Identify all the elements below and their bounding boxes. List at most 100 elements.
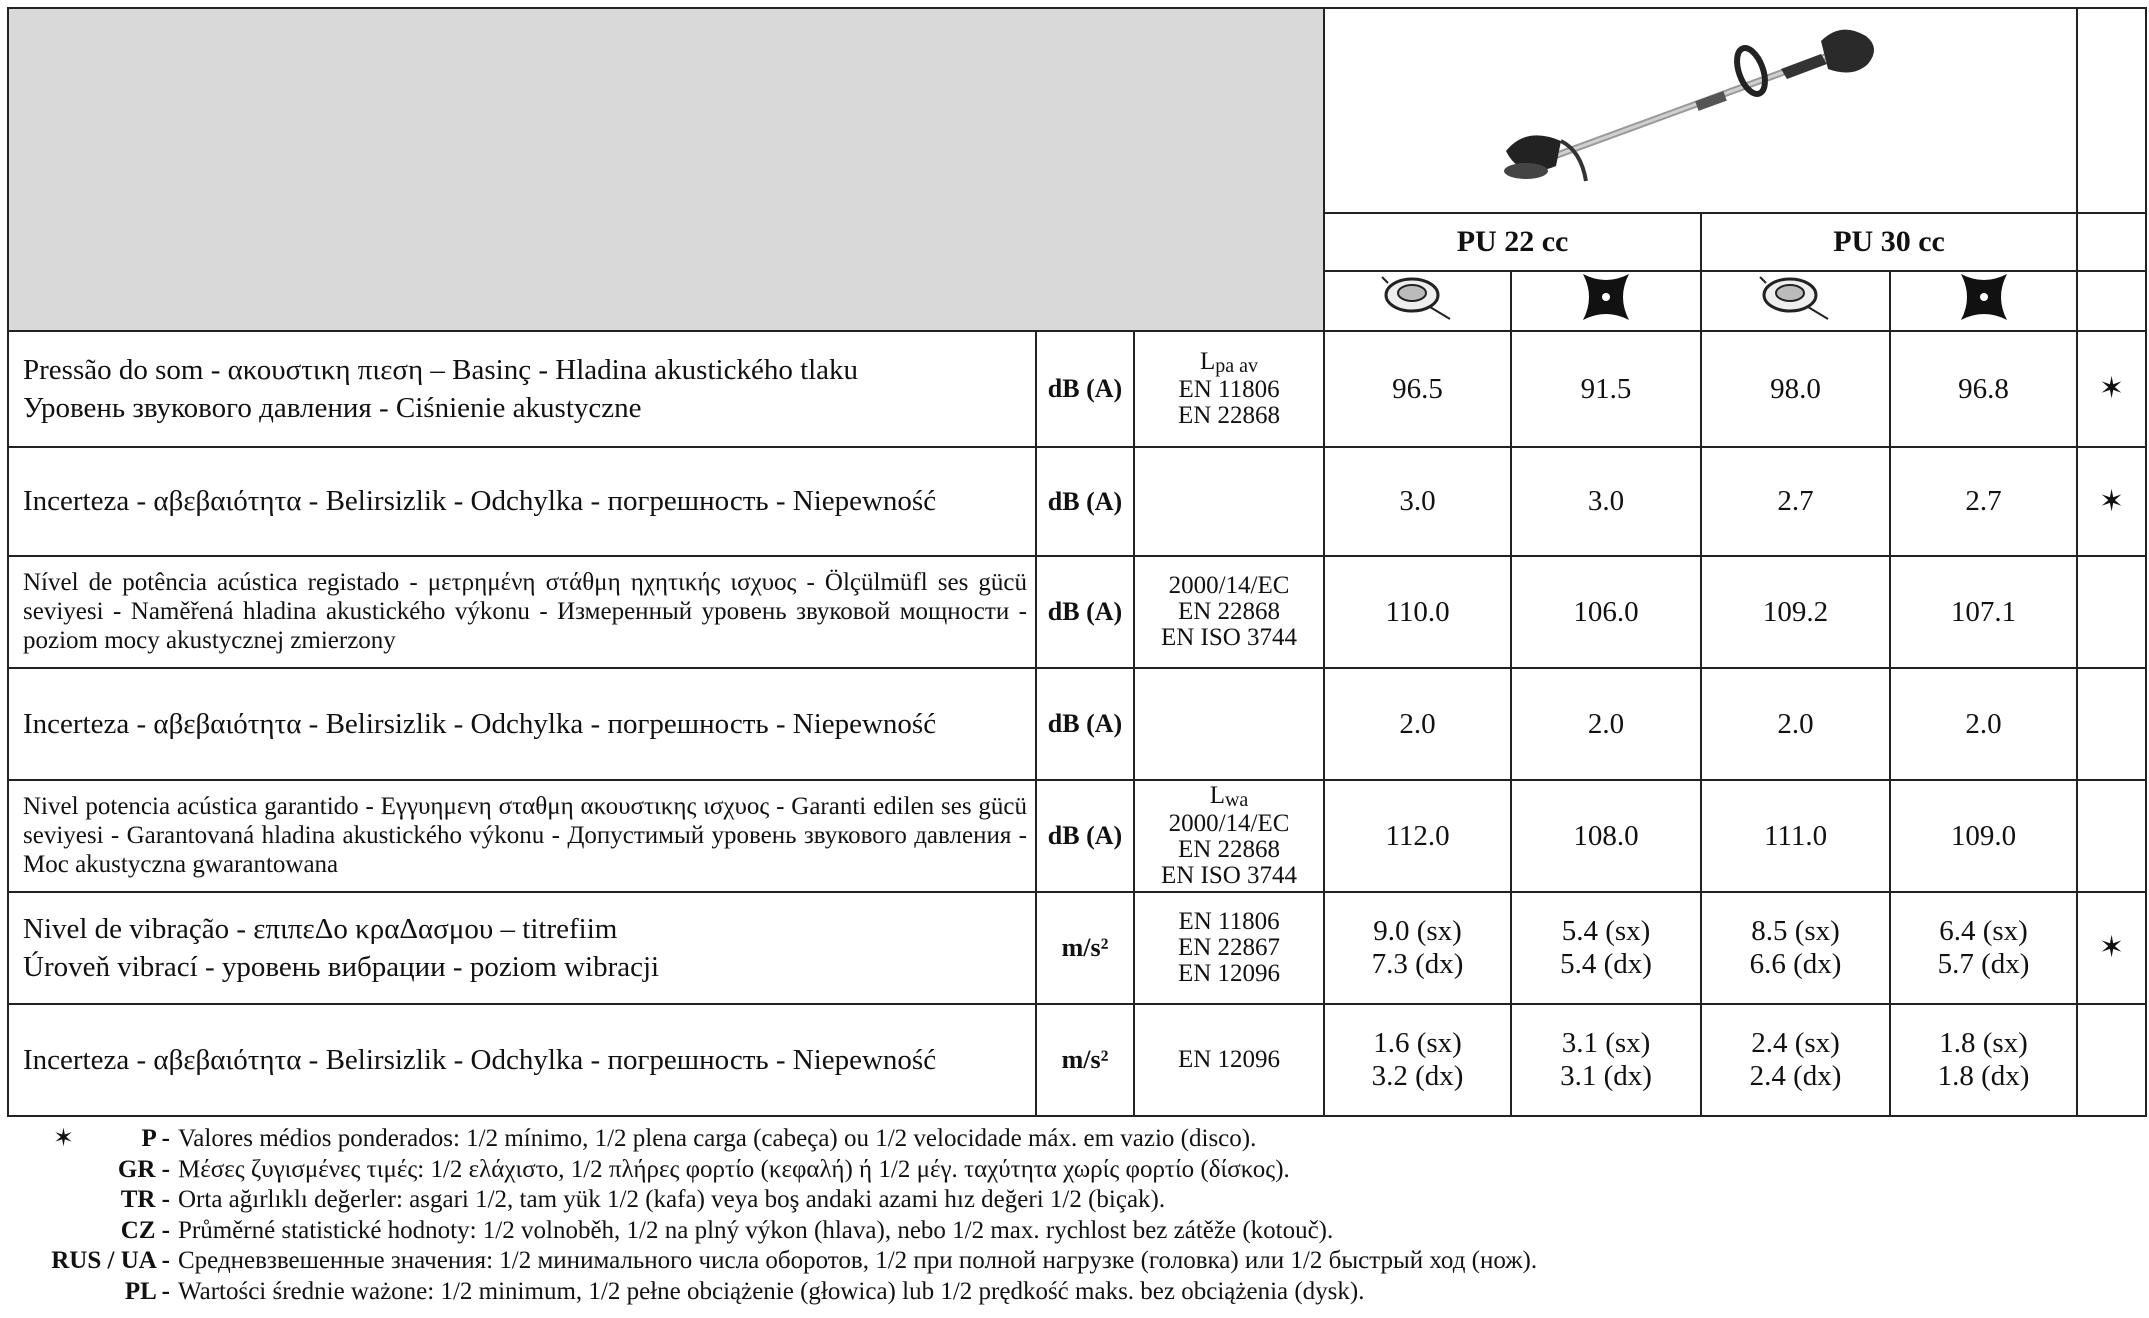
value-line: 2.0: [1777, 707, 1814, 740]
unit: dB (A): [1035, 555, 1135, 670]
value: 96.8: [1889, 330, 2079, 449]
data-row: Nivel de vibração - επιπεΔο κραΔασμου – …: [7, 891, 2148, 1006]
label-line: Úroveň vibrací - уровень вибрации - pozi…: [23, 951, 660, 984]
standard-line: EN ISO 3744: [1160, 862, 1298, 890]
mark-cell: [2076, 555, 2148, 670]
symbol-base: L: [1209, 781, 1225, 809]
blade-icon: [1583, 274, 1630, 320]
footnote-text: Wartości średnie ważone: 1/2 minimum, 1/…: [178, 1277, 1365, 1305]
standard: EN 11806 EN 22867 EN 12096: [1132, 891, 1326, 1006]
mark-cell: [2076, 1003, 2148, 1118]
footnote: CZ - Průměrné statistické hodnoty: 1/2 vo…: [0, 1216, 2149, 1247]
value-line: 96.5: [1392, 372, 1443, 405]
asterisk: ✶: [53, 1125, 74, 1152]
value-line: 108.0: [1573, 819, 1639, 852]
mark-cell: [2076, 779, 2148, 894]
standard-line: EN 22868: [1177, 598, 1281, 626]
footnote-marker: [0, 1216, 88, 1247]
value-line: 91.5: [1580, 372, 1632, 405]
standard-line: 2000/14/EC: [1168, 809, 1290, 837]
value-line: 3.1 (dx): [1560, 1060, 1652, 1093]
value: 2.0: [1889, 667, 2079, 782]
tool-icon: [1510, 269, 1703, 333]
value-line: 107.1: [1950, 595, 2017, 628]
model-row: PU 22 cc PU 30 cc: [8, 212, 2148, 272]
standard: [1132, 446, 1326, 558]
unit: m/s²: [1035, 891, 1135, 1006]
label-line: Incerteza - αβεβαιότητα - Belirsizlik - …: [23, 1043, 937, 1076]
row-label: Incerteza - αβεβαιότητα - Belirsizlik - …: [7, 667, 1037, 782]
standard-line: EN 22867: [1177, 934, 1281, 962]
label-line: Nivel potencia acústica garantido - Εγγυ…: [23, 793, 1027, 878]
label-line: Уровень звукового давления - Ciśnienie a…: [23, 392, 642, 425]
mark-cell: [2076, 667, 2148, 782]
standard-line: EN ISO 3744: [1160, 624, 1298, 652]
value: 110.0: [1323, 555, 1513, 670]
tool-icon: [1700, 269, 1892, 333]
footnote-text: Orta ağırlıklı değerler: asgari 1/2, tam…: [178, 1186, 1166, 1213]
unit: dB (A): [1035, 667, 1135, 782]
unit: m/s²: [1035, 1003, 1135, 1118]
value-line: 5.4 (sx): [1561, 915, 1651, 947]
value: 3.1 (sx) 3.1 (dx): [1510, 1003, 1703, 1118]
asterisk: ✶: [2098, 931, 2125, 965]
table-body: PU 22 cc PU 30 cc Pressão do som - ακουσ…: [6, 6, 2148, 1118]
value: 3.0: [1510, 446, 1703, 558]
standard: EN 12096: [1132, 1003, 1326, 1118]
value: 2.0: [1700, 667, 1892, 782]
symbol-sub: wa: [1224, 788, 1249, 811]
row-label: Incerteza - αβεβαιότητα - Belirsizlik - …: [7, 446, 1037, 558]
value-line: 7.3 (dx): [1371, 948, 1464, 981]
footnote: TR - Orta ağırlıklı değerler: asgari 1/2,…: [0, 1185, 2149, 1216]
footnote-marker: [0, 1155, 88, 1186]
value: 1.8 (sx) 1.8 (dx): [1889, 1003, 2079, 1118]
footnote-code: RUS / UA -: [51, 1247, 170, 1274]
value: 3.0: [1323, 446, 1513, 558]
value-line: 2.4 (sx): [1751, 1027, 1840, 1059]
image-row: [6, 6, 2148, 333]
symbol-base: L: [1199, 348, 1216, 376]
footnote-code: CZ -: [120, 1216, 170, 1244]
value: 112.0: [1323, 779, 1513, 894]
model-name: PU 22 cc: [1323, 212, 1703, 272]
value: 6.4 (sx) 5.7 (dx): [1889, 891, 2079, 1006]
standard: [1132, 667, 1326, 782]
footnote-text: Μέσες ζυγισμένες τιμές: 1/2 ελάχιστο, 1/…: [178, 1155, 1290, 1183]
symbol: Lwa: [1136, 781, 1322, 811]
data-row: Nivel potencia acústica garantido - Εγγυ…: [7, 779, 2148, 894]
value: 2.0: [1510, 667, 1703, 782]
mark-cell: ✶: [2076, 891, 2148, 1006]
value-line: 3.0: [1399, 485, 1436, 518]
standard-line: EN 11806: [1178, 907, 1280, 935]
value-line: 9.0 (sx): [1373, 915, 1462, 947]
trimmer-head-icon: [1758, 276, 1829, 320]
value-line: 96.8: [1958, 372, 2009, 405]
label-line: Pressão do som - ακουστικη πιεση – Basin…: [23, 353, 859, 386]
footnote: PL - Wartości średnie ważone: 1/2 minimum…: [0, 1277, 2149, 1308]
value-line: 2.4 (dx): [1749, 1060, 1842, 1093]
standard-line: 2000/14/EC: [1168, 571, 1290, 599]
standard: Lpa av EN 11806 EN 22868: [1132, 330, 1326, 449]
standard: 2000/14/EC EN 22868 EN ISO 3744: [1132, 555, 1326, 670]
blade-icon: [1960, 274, 2007, 320]
row-label: Incerteza - αβεβαιότητα - Belirsizlik - …: [7, 1003, 1037, 1118]
footnote-code: GR -: [117, 1155, 170, 1183]
asterisk: ✶: [2098, 484, 2125, 518]
value-line: 109.2: [1762, 595, 1829, 628]
footnote-text: Průměrné statistické hodnoty: 1/2 volnob…: [178, 1216, 1334, 1244]
trimmer-drawing: [1503, 29, 1874, 182]
value-line: 1.6 (sx): [1373, 1027, 1462, 1059]
footnote: RUS / UA - Средневзвешенные значения: 1/2…: [0, 1246, 2149, 1277]
row-label: Nível de potência acústica registado - μ…: [7, 555, 1037, 670]
standard-line: EN 22868: [1177, 402, 1281, 430]
data-row: Incerteza - αβεβαιότητα - Belirsizlik - …: [7, 446, 2148, 558]
value-line: 110.0: [1385, 595, 1450, 628]
blank-cell: [2076, 269, 2148, 333]
blank-header: [6, 6, 1326, 333]
value-line: 8.5 (sx): [1751, 915, 1840, 947]
value: 5.4 (sx) 5.4 (dx): [1510, 891, 1703, 1006]
value: 111.0: [1700, 779, 1892, 894]
value-line: 3.2 (dx): [1371, 1060, 1464, 1093]
value-line: 6.6 (dx): [1749, 948, 1842, 981]
